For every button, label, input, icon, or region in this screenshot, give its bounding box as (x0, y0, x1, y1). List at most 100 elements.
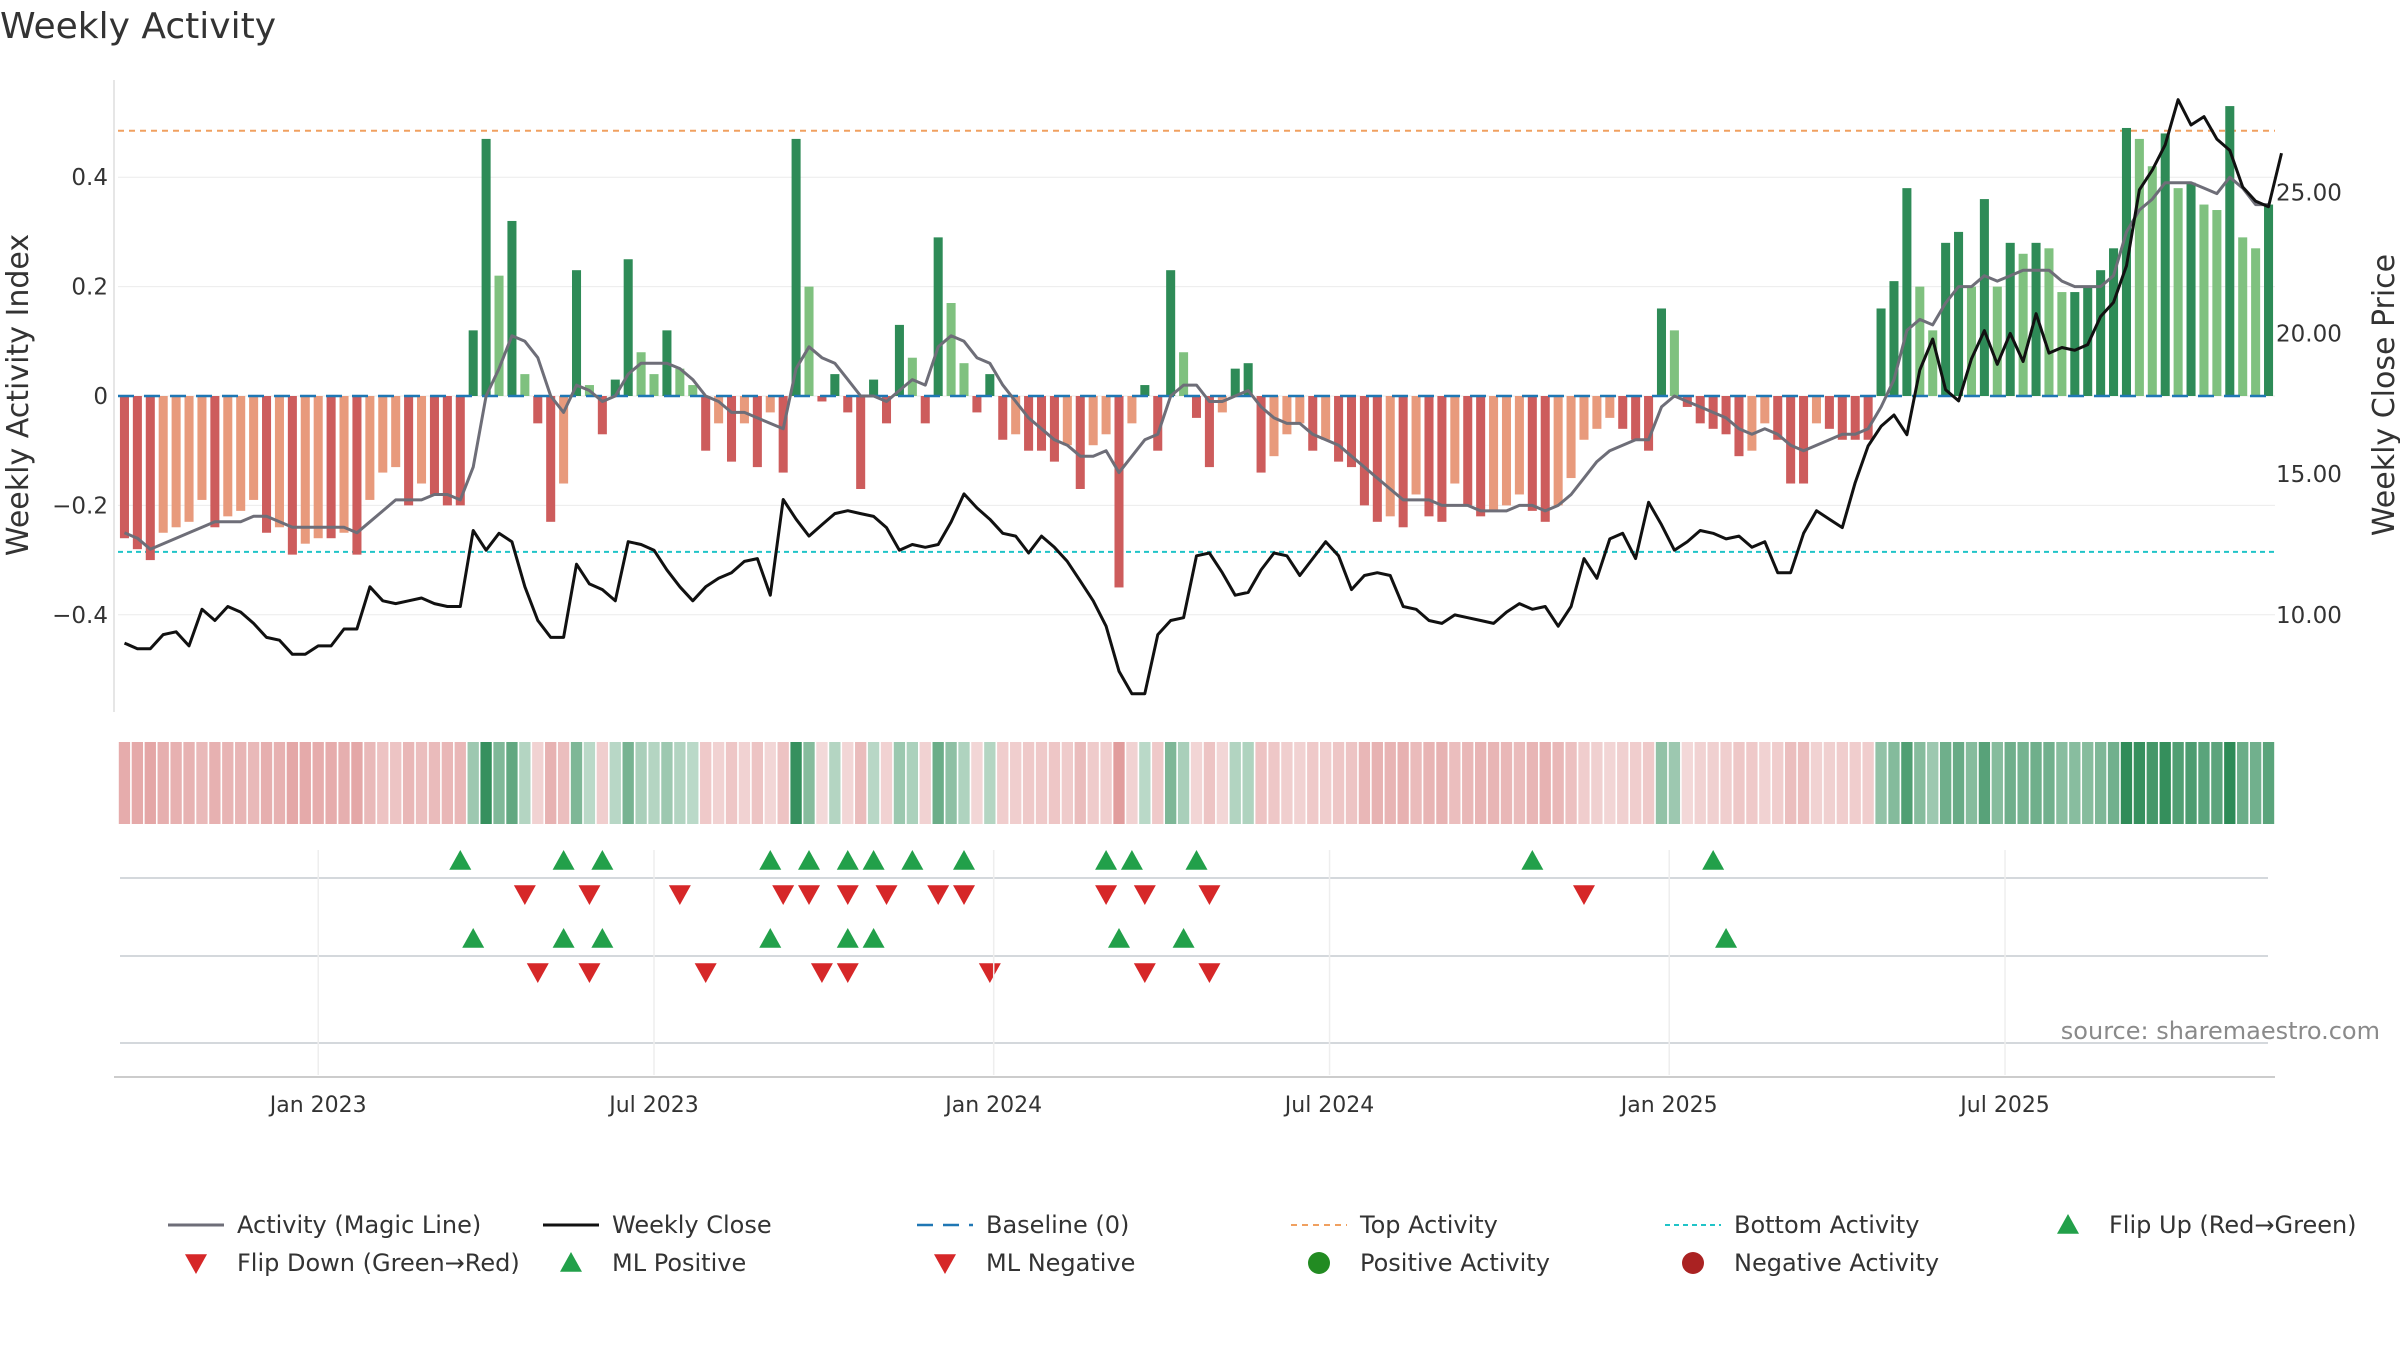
activity-bar (339, 396, 349, 533)
heat-cell (235, 742, 247, 824)
ml-positive-marker (462, 928, 485, 948)
legend-label: Flip Down (Green→Red) (237, 1249, 520, 1277)
heat-cell (2262, 742, 2275, 824)
activity-bar (494, 275, 504, 396)
activity-bar (1411, 396, 1421, 495)
heat-cell (390, 742, 402, 824)
activity-bar (920, 396, 930, 424)
heat-cell (454, 742, 466, 824)
activity-bar (1256, 396, 1266, 473)
activity-bar (1243, 363, 1253, 396)
heat-cell (260, 742, 273, 824)
source-note: source: sharemaestro.com (2061, 1017, 2380, 1045)
legend-label: Flip Up (Red→Green) (2109, 1211, 2357, 1239)
activity-bar (158, 396, 168, 533)
flip-up-marker (953, 850, 976, 870)
heat-cell (958, 742, 970, 824)
activity-bar (132, 396, 142, 550)
heat-cell (1617, 742, 1629, 824)
heat-cell (1255, 742, 1267, 824)
activity-bar (1114, 396, 1124, 588)
activity-bar (1217, 396, 1227, 413)
heat-cell (674, 742, 686, 824)
weekly-close-series (123, 98, 2283, 696)
flip-up-marker (552, 850, 575, 870)
heat-cell (2056, 742, 2068, 824)
activity-bar (894, 324, 904, 396)
activity-bar (313, 396, 323, 539)
heat-cell (829, 742, 841, 824)
activity-bar (1140, 385, 1150, 396)
activity-bar (1941, 242, 1951, 396)
heat-cell (402, 742, 415, 824)
heat-cell (855, 742, 867, 824)
heat-cell (2017, 742, 2029, 824)
heat-cell (519, 742, 531, 824)
activity-bar (2251, 248, 2261, 396)
activity-bar (455, 396, 465, 506)
heat-cell (1604, 742, 1616, 824)
heat-cell (2198, 742, 2210, 824)
activity-bar (197, 396, 207, 500)
heat-cell (428, 742, 441, 824)
flip-down-marker (668, 885, 691, 905)
heat-cell (1152, 742, 1164, 824)
heat-cell (545, 742, 557, 824)
heat-cell (1332, 742, 1345, 824)
activity-bar (1476, 396, 1486, 517)
activity-bar (1992, 286, 2002, 396)
heat-cell (2146, 742, 2158, 824)
right-tick-label: 25.00 (2276, 181, 2342, 207)
heat-cell (1126, 742, 1138, 824)
heat-cell (1048, 742, 1061, 824)
flip-down-marker (1133, 885, 1156, 905)
ml-positive-marker (591, 928, 614, 948)
flip-up-marker (1095, 850, 1118, 870)
activity-bar (1695, 396, 1705, 424)
heat-cell (2107, 742, 2120, 824)
activity-bar (1088, 396, 1098, 446)
activity-bar (223, 396, 233, 517)
heat-cell (738, 742, 751, 824)
activity-bar (2147, 166, 2157, 396)
heat-cell (932, 742, 944, 824)
heat-cell (1591, 742, 1603, 824)
right-axis-label: Weekly Close Price (2367, 254, 2400, 536)
heat-cell (790, 742, 802, 824)
heat-cell (1139, 742, 1151, 824)
heat-cell (2237, 742, 2249, 824)
heat-cell (1190, 742, 1203, 824)
x-tick-label: Jan 2024 (943, 1093, 1042, 1118)
heat-cell (1642, 742, 1655, 824)
activity-bar (1669, 330, 1679, 396)
heat-cell (1061, 742, 1073, 824)
ml-positive-marker (1108, 928, 1131, 948)
heat-cell (687, 742, 699, 824)
legend-swatch (560, 1252, 582, 1272)
heat-cell (880, 742, 893, 824)
heat-cell (700, 742, 712, 824)
heat-cell (1927, 742, 1939, 824)
heat-cell (480, 742, 492, 824)
activity-bar (1824, 396, 1834, 429)
heat-cell (131, 742, 144, 824)
heat-cell (764, 742, 776, 824)
heat-cell (997, 742, 1009, 824)
activity-bar (1773, 396, 1783, 440)
heat-cell (906, 742, 919, 824)
legend-label: Activity (Magic Line) (237, 1211, 481, 1239)
activity-bar (623, 259, 633, 396)
x-tick-label: Jul 2023 (607, 1093, 699, 1118)
activity-bar (998, 396, 1008, 440)
heat-cell (1177, 742, 1190, 824)
heat-cell (648, 742, 660, 824)
activity-bar (145, 396, 155, 561)
heat-cell (1823, 742, 1836, 824)
activity-bar (2186, 182, 2196, 396)
activity-bar (1954, 231, 1964, 396)
activity-bar (1644, 396, 1654, 451)
main-plot: 0.4 0.2 0 −0.2 −0.4 25.00 20.00 15.00 10.00 (52, 80, 2342, 712)
activity-bar (1036, 396, 1047, 451)
activity-bar (2225, 106, 2235, 396)
activity-bar (1295, 396, 1305, 424)
